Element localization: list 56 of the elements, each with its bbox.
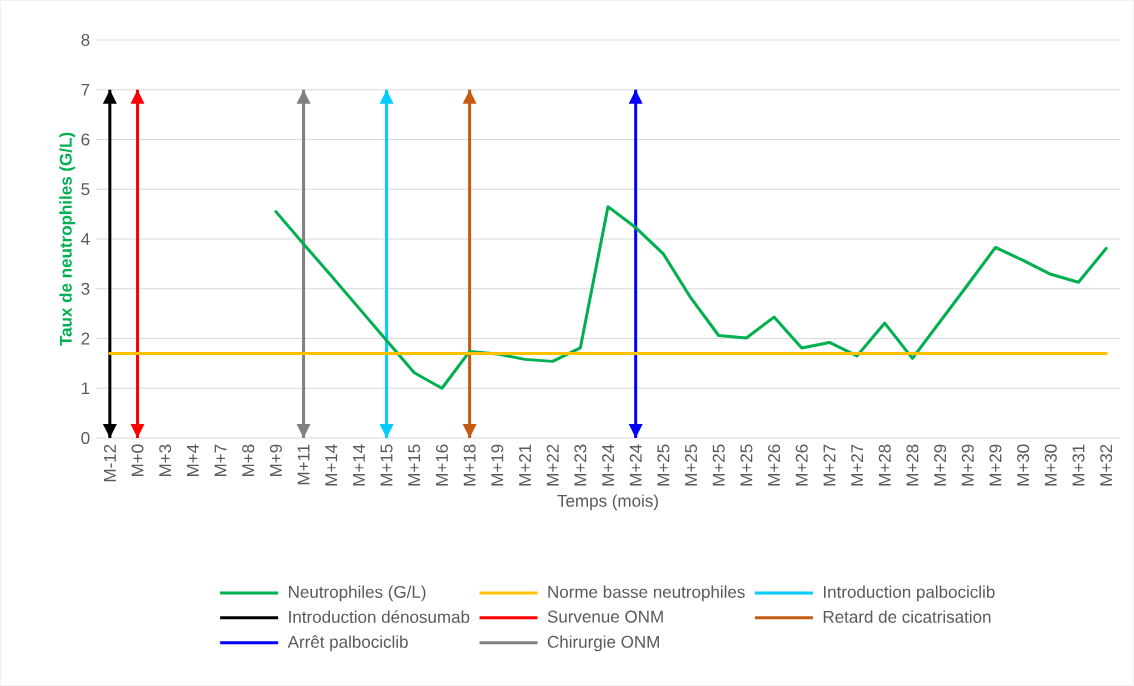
x-tick-label: M+21 [519,444,531,486]
x-tick-label: M+24 [629,444,642,486]
legend-label: Arrêt palbociclib [287,635,408,652]
legend-label: Introduction palbociclib [823,585,995,602]
x-tick-label: M+26 [795,444,808,486]
x-tick-label: M+7 [214,444,227,476]
x-tick-label: M+28 [878,444,891,486]
x-axis-title: Temps (mois) [557,494,658,511]
x-tick-label: M+16 [435,444,448,486]
y-tick-label: 4 [81,233,90,245]
x-tick-label: M+25 [657,444,670,486]
x-tick-label: M+32 [1100,444,1113,486]
legend-label: Retard de cicatrisation [823,610,991,623]
y-tick-label: 7 [81,83,90,96]
y-tick-label: 1 [81,382,90,395]
legend-label: Chirurgie ONM [547,635,659,652]
y-tick-label: 8 [81,33,90,47]
x-tick-label: M+30 [1044,444,1057,486]
legend-label: Neutrophiles (G/L) [289,585,426,602]
x-tick-label: M+25 [712,444,725,486]
x-tick-label: M+23 [574,444,587,486]
x-tick-label: M+22 [546,444,559,486]
y-tick-label: 2 [81,332,90,345]
x-tick-label: M+31 [1072,444,1085,486]
x-tick-label: M+15 [408,444,421,486]
y-tick-label: 6 [81,133,90,146]
x-tick-label: M+25 [685,444,698,486]
x-tick-label: M+29 [934,444,947,486]
x-tick-label: M+26 [768,444,781,486]
x-tick-label: M+27 [851,444,864,486]
x-tick-label: M+0 [131,444,144,476]
x-tick-label: M+8 [242,444,255,476]
x-tick-label: M+9 [269,444,282,476]
x-tick-label: M+24 [602,444,614,486]
x-tick-label: M+29 [961,444,974,486]
legend-label: Norme basse neutrophiles [548,585,745,602]
x-tick-label: M+19 [491,444,504,486]
y-tick-label: 0 [81,431,90,445]
x-tick-label: M+3 [159,444,172,476]
y-axis-title: Taux de neutrophiles (G/L) [59,132,76,346]
legend-label: Survenue ONM [547,610,663,623]
y-tick-label: 5 [81,183,90,196]
x-tick-label: M+14 [353,444,365,486]
x-tick-label: M+11 [297,444,310,485]
legend-label: Introduction dénosumab [289,610,470,623]
x-tick-label: M+29 [989,444,1002,486]
x-tick-label: M-12 [103,444,116,482]
x-tick-label: M+4 [187,444,199,476]
x-tick-label: M+25 [740,444,753,486]
x-tick-label: M+27 [823,444,836,486]
x-tick-label: M+15 [380,444,393,486]
x-tick-label: M+18 [463,444,476,486]
x-tick-label: M+14 [325,444,338,486]
x-tick-label: M+30 [1017,444,1030,486]
x-tick-label: M+28 [906,444,919,486]
y-tick-label: 3 [81,282,90,295]
